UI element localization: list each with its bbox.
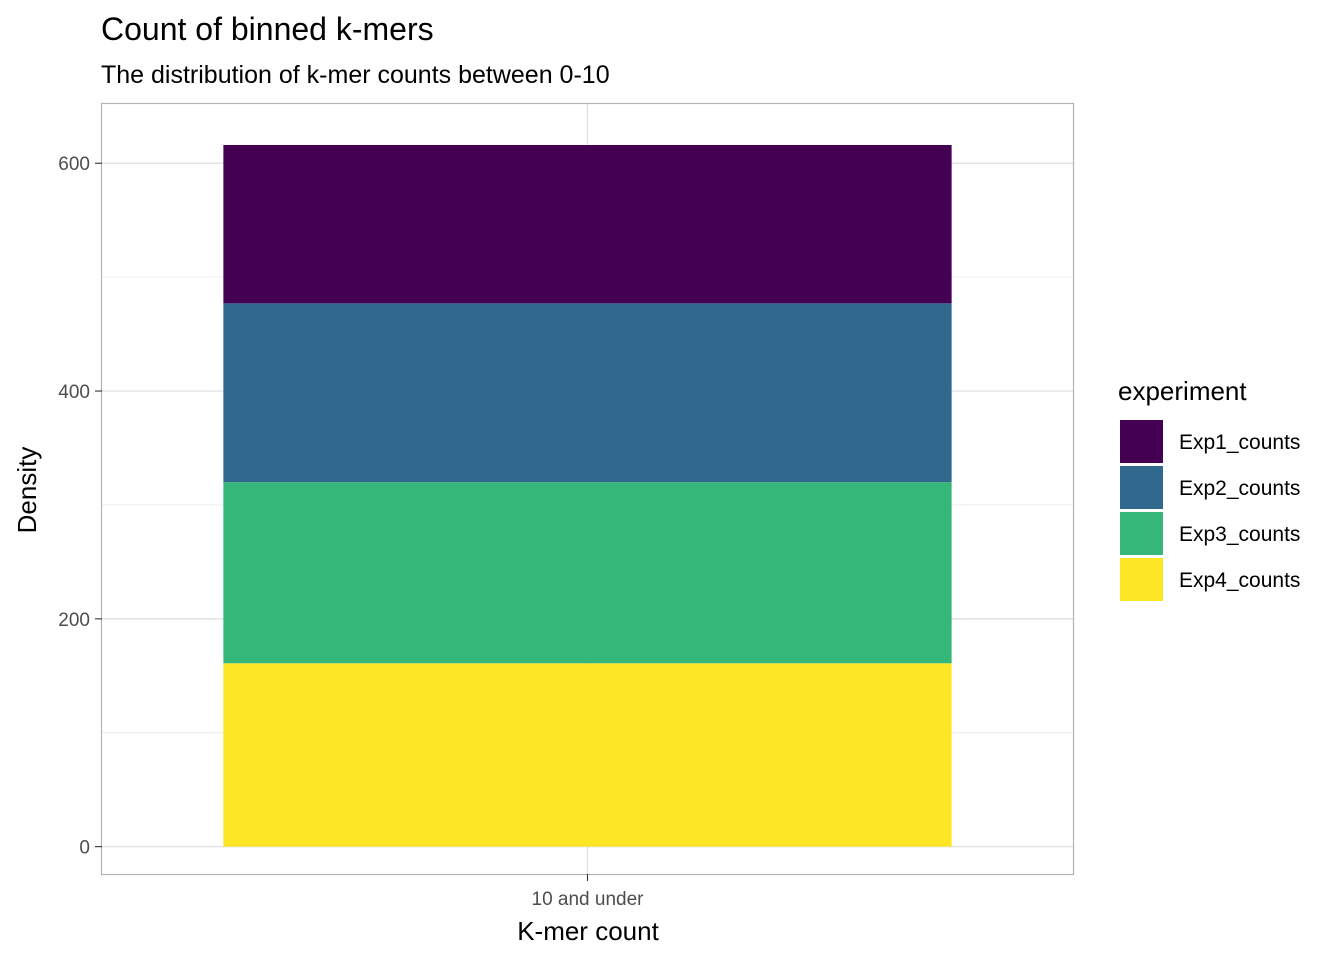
legend-key-exp4-counts — [1120, 558, 1163, 601]
x-axis-title: K-mer count — [517, 916, 659, 946]
y-tick-label: 0 — [79, 838, 90, 859]
bars — [223, 145, 952, 847]
legend-items: Exp1_counts Exp2_counts Exp3_counts Exp4_co… — [1120, 420, 1300, 601]
bar-segment-exp2-counts — [223, 303, 952, 483]
y-tick-label: 600 — [58, 154, 90, 175]
bar-segment-exp1-counts — [223, 145, 952, 304]
x-axis-ticks: 10 and under — [532, 874, 645, 910]
y-axis-title: Density — [12, 447, 42, 534]
legend-key-exp3-counts — [1120, 512, 1163, 555]
y-tick-label: 400 — [58, 382, 90, 403]
y-tick-label: 200 — [58, 610, 90, 631]
legend-title: experiment — [1118, 376, 1247, 406]
bar-segment-exp4-counts — [223, 663, 952, 847]
chart-subtitle: The distribution of k-mer counts between… — [101, 61, 610, 89]
legend: experiment Exp1_counts Exp2_counts Exp3_co… — [1118, 376, 1300, 601]
legend-label: Exp4_counts — [1179, 569, 1300, 592]
chart-title: Count of binned k-mers — [101, 11, 434, 47]
y-axis-ticks: 0 200 400 600 — [58, 154, 102, 859]
bar-segment-exp3-counts — [223, 482, 952, 664]
legend-label: Exp2_counts — [1179, 477, 1300, 500]
legend-label: Exp1_counts — [1179, 431, 1300, 454]
legend-key-exp1-counts — [1120, 420, 1163, 463]
legend-label: Exp3_counts — [1179, 523, 1300, 546]
legend-key-exp2-counts — [1120, 466, 1163, 509]
x-tick-label: 10 and under — [532, 889, 645, 910]
